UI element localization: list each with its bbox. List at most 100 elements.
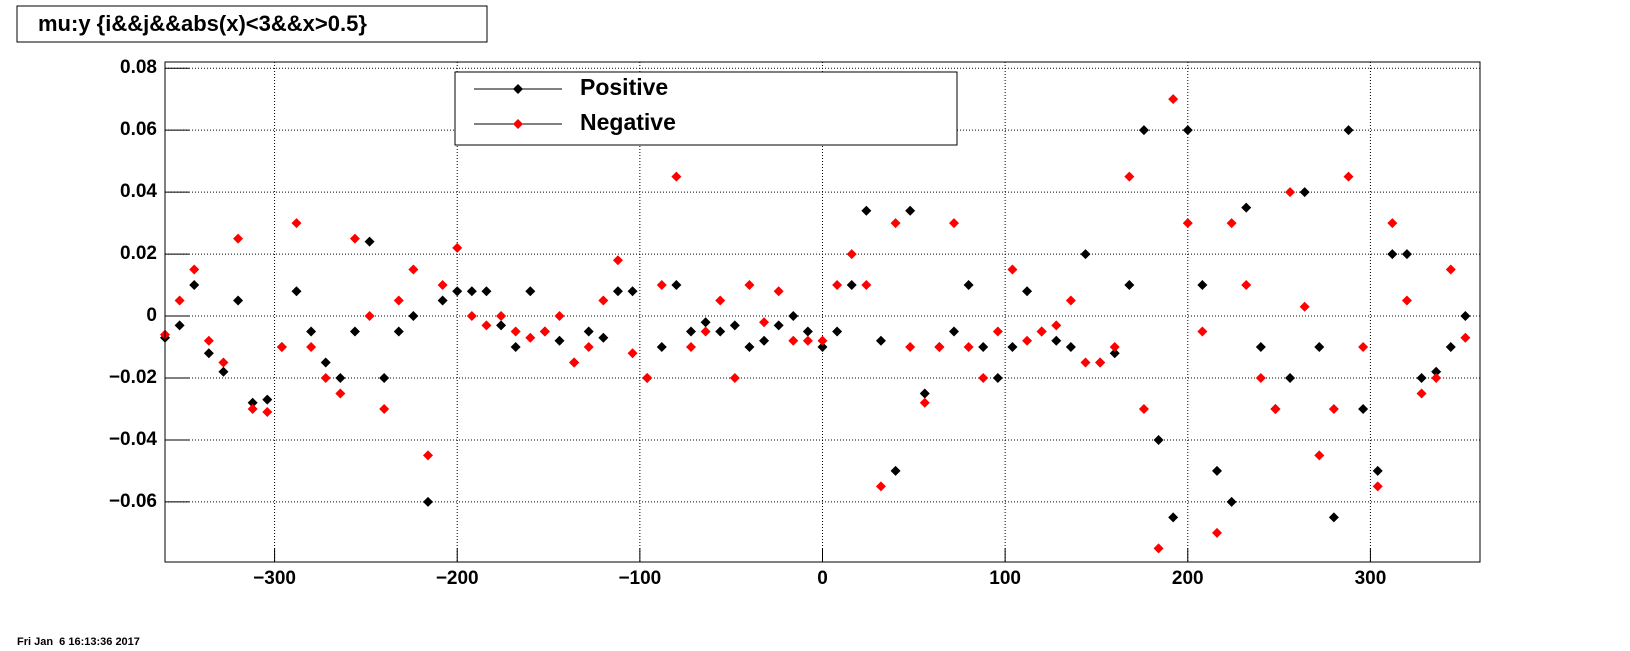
point: [291, 218, 302, 229]
point: [1445, 264, 1456, 275]
point: [262, 394, 273, 405]
point: [1270, 403, 1281, 414]
point: [686, 326, 696, 337]
point: [1007, 342, 1018, 353]
point: [1401, 249, 1412, 260]
point: [729, 320, 740, 331]
point: [583, 342, 594, 353]
point: [1328, 403, 1339, 414]
point: [700, 317, 711, 328]
point: [875, 481, 886, 492]
point: [656, 342, 667, 353]
point: [656, 280, 667, 291]
point: [481, 286, 492, 297]
point: [700, 326, 711, 337]
point: [496, 311, 507, 322]
x-tick-label: 0: [817, 568, 828, 589]
point: [554, 335, 565, 346]
point: [218, 366, 229, 377]
point: [423, 450, 433, 461]
point: [1124, 280, 1135, 291]
point: [335, 388, 346, 399]
point: [627, 286, 638, 297]
point: [978, 342, 989, 353]
point: [1065, 295, 1076, 306]
axes: −300 −200 −100 0 100 200 300 −0.06 −0.04 −0.02 0 0.…: [109, 57, 1386, 589]
x-tick-label: 300: [1355, 568, 1387, 589]
point: [466, 286, 477, 297]
point: [1168, 94, 1179, 105]
point: [715, 326, 726, 337]
point: [802, 326, 813, 337]
point: [1109, 342, 1120, 353]
point: [1387, 218, 1398, 229]
point: [174, 320, 185, 331]
point: [437, 280, 448, 291]
point: [320, 357, 331, 368]
point: [525, 332, 536, 343]
chart-title: mu:y {i&&j&&abs(x)<3&&x>0.5}: [38, 11, 367, 36]
point: [276, 342, 287, 353]
point: [905, 205, 916, 216]
point: [510, 342, 521, 353]
point: [569, 357, 580, 368]
point: [1138, 125, 1149, 136]
point: [949, 218, 959, 229]
x-tick-label: 100: [989, 568, 1021, 589]
x-tick-label: −300: [253, 568, 296, 589]
point: [1095, 357, 1106, 368]
point: [1197, 326, 1208, 337]
point: [1036, 326, 1047, 337]
point: [349, 233, 360, 244]
grid: [165, 62, 1480, 562]
point: [1328, 512, 1339, 523]
point: [1255, 342, 1266, 353]
point: [481, 320, 492, 331]
point: [1168, 512, 1179, 523]
point: [744, 342, 755, 353]
point: [408, 264, 419, 275]
y-tick-label: 0: [146, 305, 157, 326]
point: [1182, 125, 1193, 136]
point: [1299, 301, 1310, 312]
point: [203, 348, 214, 359]
point: [1212, 465, 1222, 476]
point: [189, 264, 200, 275]
point: [1299, 187, 1310, 198]
y-tick-label: 0.04: [120, 181, 157, 202]
point: [744, 280, 755, 291]
point: [773, 320, 784, 331]
point: [1007, 264, 1018, 275]
point: [1124, 171, 1135, 182]
point: [759, 317, 770, 328]
y-tick-label: 0.06: [120, 119, 157, 140]
point: [1241, 280, 1252, 291]
point: [1197, 280, 1208, 291]
x-tick-label: −100: [618, 568, 661, 589]
point: [306, 342, 317, 353]
point: [934, 342, 945, 353]
point: [817, 342, 828, 353]
point: [1226, 496, 1237, 507]
point: [773, 286, 784, 297]
point: [861, 205, 872, 216]
point: [247, 397, 258, 408]
point: [627, 348, 638, 359]
y-tick-label: −0.02: [109, 367, 157, 388]
point: [1080, 357, 1091, 368]
point: [598, 295, 609, 306]
point: [671, 171, 682, 182]
point: [832, 280, 843, 291]
point: [466, 311, 477, 322]
point: [1226, 218, 1237, 229]
point: [510, 326, 521, 337]
point: [320, 372, 331, 383]
point: [978, 372, 989, 383]
point: [686, 342, 696, 353]
point: [1241, 202, 1252, 213]
point: [612, 286, 623, 297]
point: [919, 397, 930, 408]
point: [1138, 403, 1149, 414]
point: [598, 332, 609, 343]
